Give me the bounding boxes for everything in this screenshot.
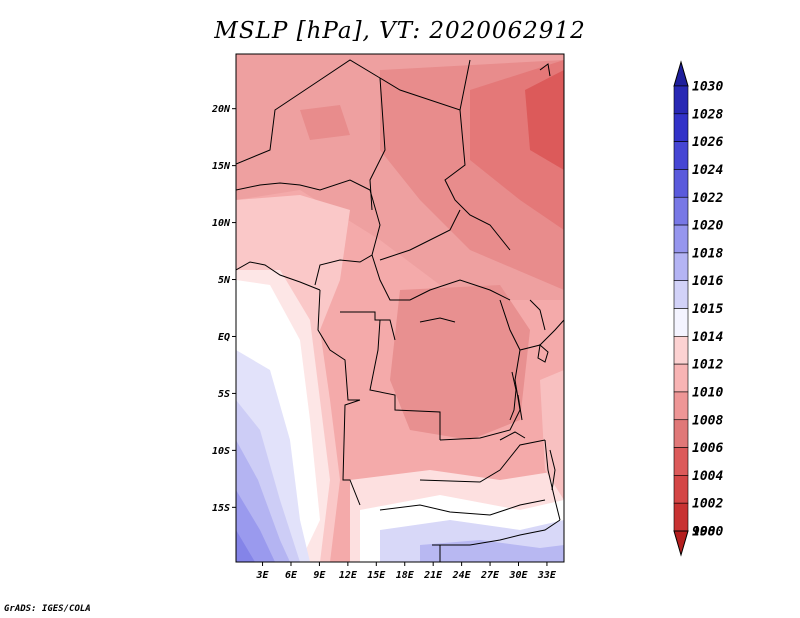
colorbar-label: 1000	[692, 525, 723, 540]
colorbar-label: 1004	[692, 469, 723, 484]
colorbar-label: 1024	[692, 163, 723, 178]
colorbar-segment	[673, 113, 689, 142]
colorbar-label: 1020	[692, 219, 723, 234]
colorbar-segment	[673, 391, 689, 421]
colorbar-top-arrow	[673, 60, 689, 87]
colorbar-segment	[673, 336, 689, 365]
map-frame	[235, 53, 565, 563]
colorbar-label: 1002	[692, 497, 723, 512]
colorbar-segment	[673, 280, 689, 309]
lakes	[419, 63, 556, 491]
colorbar-segment	[673, 141, 689, 170]
colorbar-bottom-arrow	[673, 530, 689, 557]
colorbar-segment	[673, 308, 689, 337]
colorbar-label: 1022	[692, 191, 723, 206]
lat-label: 10S	[212, 446, 230, 457]
lon-label: 33E	[537, 570, 557, 581]
lon-label: 21E	[423, 570, 443, 581]
colorbar-segment	[673, 169, 689, 198]
colorbar: 1030 1028 1026 1024 1022 1020 1018 1016 1015 1014…	[673, 60, 723, 557]
lon-label: 6E	[285, 570, 298, 581]
lon-label: 18E	[396, 570, 415, 581]
field-blue-4	[236, 490, 275, 562]
colorbar-segment	[673, 419, 689, 448]
country-borders	[236, 59, 564, 562]
lon-label: 12E	[339, 570, 358, 581]
lon-label: 27E	[480, 570, 500, 581]
field-congo-basin	[390, 285, 530, 440]
lat-label: 20N	[211, 104, 231, 115]
field-north-patch	[300, 105, 350, 140]
colorbar-label: 1010	[692, 385, 723, 400]
colorbar-label: 998	[692, 525, 716, 540]
colorbar-label: 1016	[692, 274, 723, 289]
field-blue-5	[236, 530, 255, 562]
chart-title: MSLP [hPa], VT: 2020062912	[214, 18, 586, 44]
lat-label: 15S	[212, 503, 230, 514]
colorbar-segment	[673, 502, 689, 532]
lat-label: 5N	[218, 275, 231, 286]
lon-label: 30E	[508, 570, 528, 581]
colorbar-label: 1015	[692, 302, 723, 317]
grads-credit: GrADS: IGES/COLA	[4, 604, 91, 614]
colorbar-label: 1006	[692, 441, 723, 456]
lon-label: 9E	[313, 570, 326, 581]
lon-label: 15E	[367, 570, 386, 581]
pressure-field	[236, 54, 564, 562]
lat-label: 10N	[212, 218, 231, 229]
colorbar-segment	[673, 224, 689, 254]
latitude-axis: 20N 15N 10N 5N EQ 5S 10S 15S	[211, 104, 236, 514]
field-northeast-low	[525, 70, 564, 170]
field-east-pale	[540, 370, 564, 500]
colorbar-label: 1008	[692, 413, 723, 428]
colorbar-label: 1018	[692, 246, 723, 261]
colorbar-segment	[673, 363, 689, 393]
colorbar-segment	[673, 447, 689, 476]
colorbar-segment	[673, 196, 689, 226]
colorbar-label: 1028	[692, 107, 723, 122]
lat-label: EQ	[218, 332, 230, 343]
lon-label: 24E	[452, 570, 472, 581]
longitude-axis: 3E 6E 9E 12E 15E 18E 21E 24E 27E 30E 33E	[256, 562, 557, 581]
lat-label: 5S	[218, 389, 230, 400]
colorbar-label: 1026	[692, 135, 723, 150]
lon-label: 3E	[256, 570, 270, 581]
colorbar-label: 1014	[692, 330, 723, 345]
colorbar-segment	[673, 475, 689, 504]
lat-label: 15N	[212, 161, 231, 172]
colorbar-segment	[673, 85, 689, 115]
colorbar-segment	[673, 252, 689, 281]
colorbar-label: 1030	[692, 80, 723, 95]
colorbar-label: 1012	[692, 358, 723, 373]
